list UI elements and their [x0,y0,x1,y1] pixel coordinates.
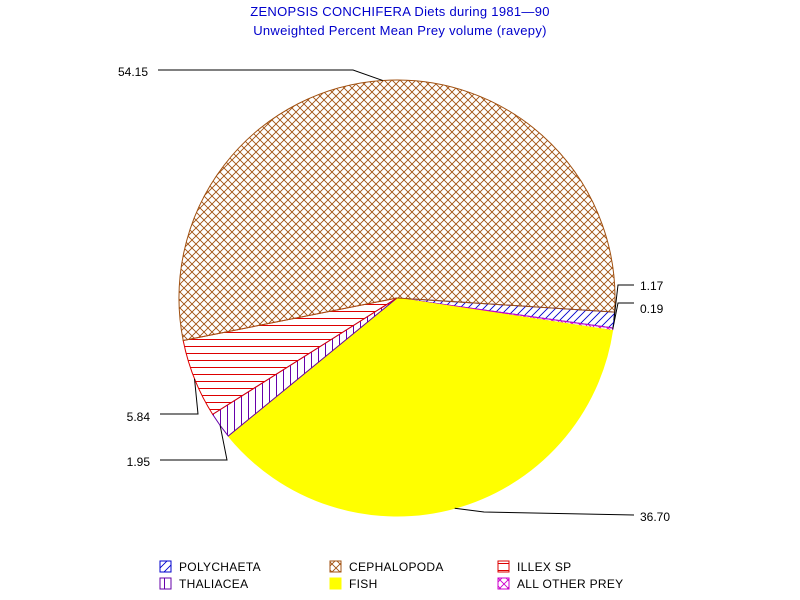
leader-line-illex-sp [160,378,199,415]
leader-line-cephalopoda [158,69,383,81]
legend-label-fish: FISH [349,577,378,591]
legend-label-polychaeta: POLYCHAETA [179,560,261,574]
pie-slice-cephalopoda [178,79,616,342]
legend-label-all-other-prey: ALL OTHER PREY [517,577,623,591]
legend-swatch-illex-sp [497,560,510,573]
leader-line-all-other-prey [612,302,634,330]
chart-title: ZENOPSIS CONCHIFERA Diets during 1981—90 [250,4,550,19]
legend-label-thaliacea: THALIACEA [179,577,248,591]
legend-swatch-thaliacea [159,577,172,590]
legend-swatch-polychaeta [159,560,172,573]
data-label-thaliacea: 1.95 [127,455,151,469]
legend-swatch-all-other-prey [497,577,510,590]
data-label-all-other-prey: 0.19 [640,302,664,316]
data-label-illex-sp: 5.84 [127,410,151,424]
chart-subtitle: Unweighted Percent Mean Prey volume (rav… [253,23,547,38]
legend-swatch-fish [329,577,342,590]
legend-swatch-cephalopoda [329,560,342,573]
leader-line-thaliacea [160,425,228,461]
leader-line-fish [454,507,635,516]
pie-slice-fish [227,297,614,517]
data-label-cephalopoda: 54.15 [118,65,148,79]
leader-line-polychaeta [613,284,634,321]
data-label-fish: 36.70 [640,510,670,524]
legend-label-cephalopoda: CEPHALOPODA [349,560,444,574]
data-label-polychaeta: 1.17 [640,279,664,293]
legend-label-illex-sp: ILLEX SP [517,560,571,574]
